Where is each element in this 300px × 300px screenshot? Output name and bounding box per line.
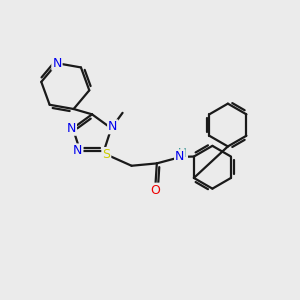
Text: N: N — [67, 122, 76, 135]
Text: N: N — [73, 144, 83, 158]
Text: S: S — [102, 148, 110, 161]
Text: O: O — [150, 184, 160, 196]
Text: N: N — [108, 120, 117, 133]
Text: N: N — [175, 150, 184, 163]
Text: H: H — [178, 147, 187, 160]
Text: N: N — [52, 57, 62, 70]
